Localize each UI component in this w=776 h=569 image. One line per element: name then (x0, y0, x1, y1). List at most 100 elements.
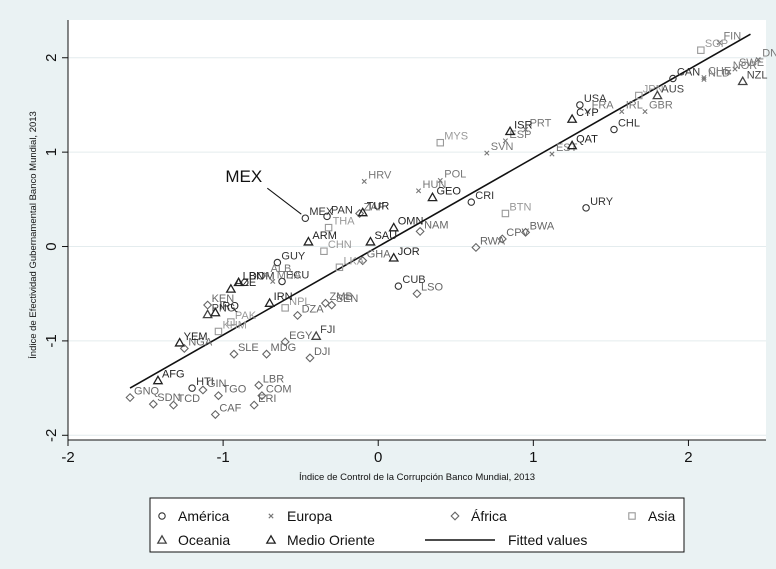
data-point (327, 300, 337, 310)
data-point (576, 101, 584, 109)
legend-item: Oceania (156, 532, 230, 548)
data-point (355, 208, 365, 219)
point-label: ISR (514, 119, 532, 131)
point-label: ECU (286, 269, 309, 281)
data-point (737, 75, 749, 86)
point-label: TCD (177, 393, 200, 405)
point-label: NLD (708, 67, 730, 79)
legend-item: América (158, 508, 230, 524)
fitted-line (129, 33, 751, 389)
point-label: KEN (212, 293, 235, 305)
data-point (388, 222, 400, 232)
point-label: BTN (509, 201, 531, 213)
data-point (198, 385, 208, 395)
point-label: IRN (274, 291, 293, 303)
y-tick-label: 0 (43, 242, 60, 250)
data-point (152, 375, 164, 385)
point-label: GIN (207, 378, 227, 390)
data-point (310, 330, 322, 340)
data-point (273, 258, 282, 267)
data-point (701, 76, 707, 83)
data-point (179, 343, 189, 354)
data-point (263, 272, 270, 278)
data-point (585, 108, 591, 115)
data-point (732, 66, 738, 72)
data-point (504, 125, 516, 136)
data-point (697, 46, 705, 54)
point-label: NGA (188, 336, 213, 348)
point-label: MDA (277, 269, 302, 281)
data-point (323, 212, 331, 221)
point-label: HRV (368, 169, 392, 181)
point-label: YEM (184, 331, 208, 343)
data-point (394, 282, 403, 290)
legend-item: África (450, 508, 507, 524)
data-point (320, 247, 328, 255)
point-label: ARM (312, 230, 336, 242)
data-point (755, 57, 761, 63)
data-point (249, 400, 259, 410)
point-label: GHA (367, 249, 392, 261)
data-point (619, 108, 625, 115)
point-label: CYP (576, 107, 599, 119)
point-label: CHN (328, 239, 352, 251)
point-label: URY (590, 196, 614, 208)
data-point (254, 380, 264, 390)
data-point (174, 337, 186, 347)
data-point (652, 89, 663, 100)
point-label: NZL (747, 69, 768, 81)
data-point (292, 310, 303, 320)
data-point (436, 138, 445, 147)
mex-callout: MEX (225, 167, 302, 215)
point-label: SEN (336, 293, 359, 305)
legend-label: Oceania (178, 532, 230, 548)
data-point (301, 214, 310, 222)
data-point (210, 409, 220, 420)
data-point (320, 298, 331, 308)
data-point (264, 297, 275, 307)
grid-lines (68, 57, 766, 436)
callout-label: MEX (225, 167, 262, 186)
data-point (229, 349, 239, 359)
data-point (566, 113, 578, 123)
point-label: EST (556, 142, 578, 154)
x-tick-label: 1 (529, 449, 537, 466)
legend-swatch (158, 512, 166, 520)
point-label: SVN (491, 141, 514, 153)
point-label: NAM (424, 219, 448, 231)
point-label: SGP (705, 38, 728, 50)
point-label: IRL (626, 100, 643, 112)
point-label: NPL (289, 296, 310, 308)
point-label: FRA (592, 100, 615, 112)
point-label: PAK (235, 310, 257, 322)
point-label: MYS (444, 131, 468, 143)
point-label: TGO (222, 384, 246, 396)
data-point (484, 150, 490, 156)
legend-swatch (156, 534, 168, 544)
point-label: PAN (331, 204, 353, 216)
legend-item: Europa (268, 508, 332, 524)
x-tick-label: 2 (684, 449, 692, 466)
y-tick-label: -1 (43, 334, 60, 347)
data-point (213, 391, 224, 401)
point-label: HTI (196, 376, 214, 388)
data-point (467, 198, 476, 206)
point-label: ZAF (364, 201, 385, 213)
x-tick-label: -2 (61, 449, 74, 466)
point-label: AZE (235, 277, 256, 289)
point-label: DJI (314, 346, 331, 358)
data-point (324, 223, 333, 232)
point-label: LBR (263, 373, 284, 385)
y-axis-label: Índice de Efectividad Gubernamental Banc… (28, 111, 39, 359)
data-point (582, 204, 590, 212)
point-label: DNK (762, 48, 776, 60)
point-label: KHM (222, 319, 246, 331)
data-point (716, 40, 723, 46)
point-label: QAT (576, 134, 598, 146)
point-label: CPV (506, 227, 529, 239)
point-label: THA (333, 216, 356, 228)
point-label: CAF (219, 403, 241, 415)
